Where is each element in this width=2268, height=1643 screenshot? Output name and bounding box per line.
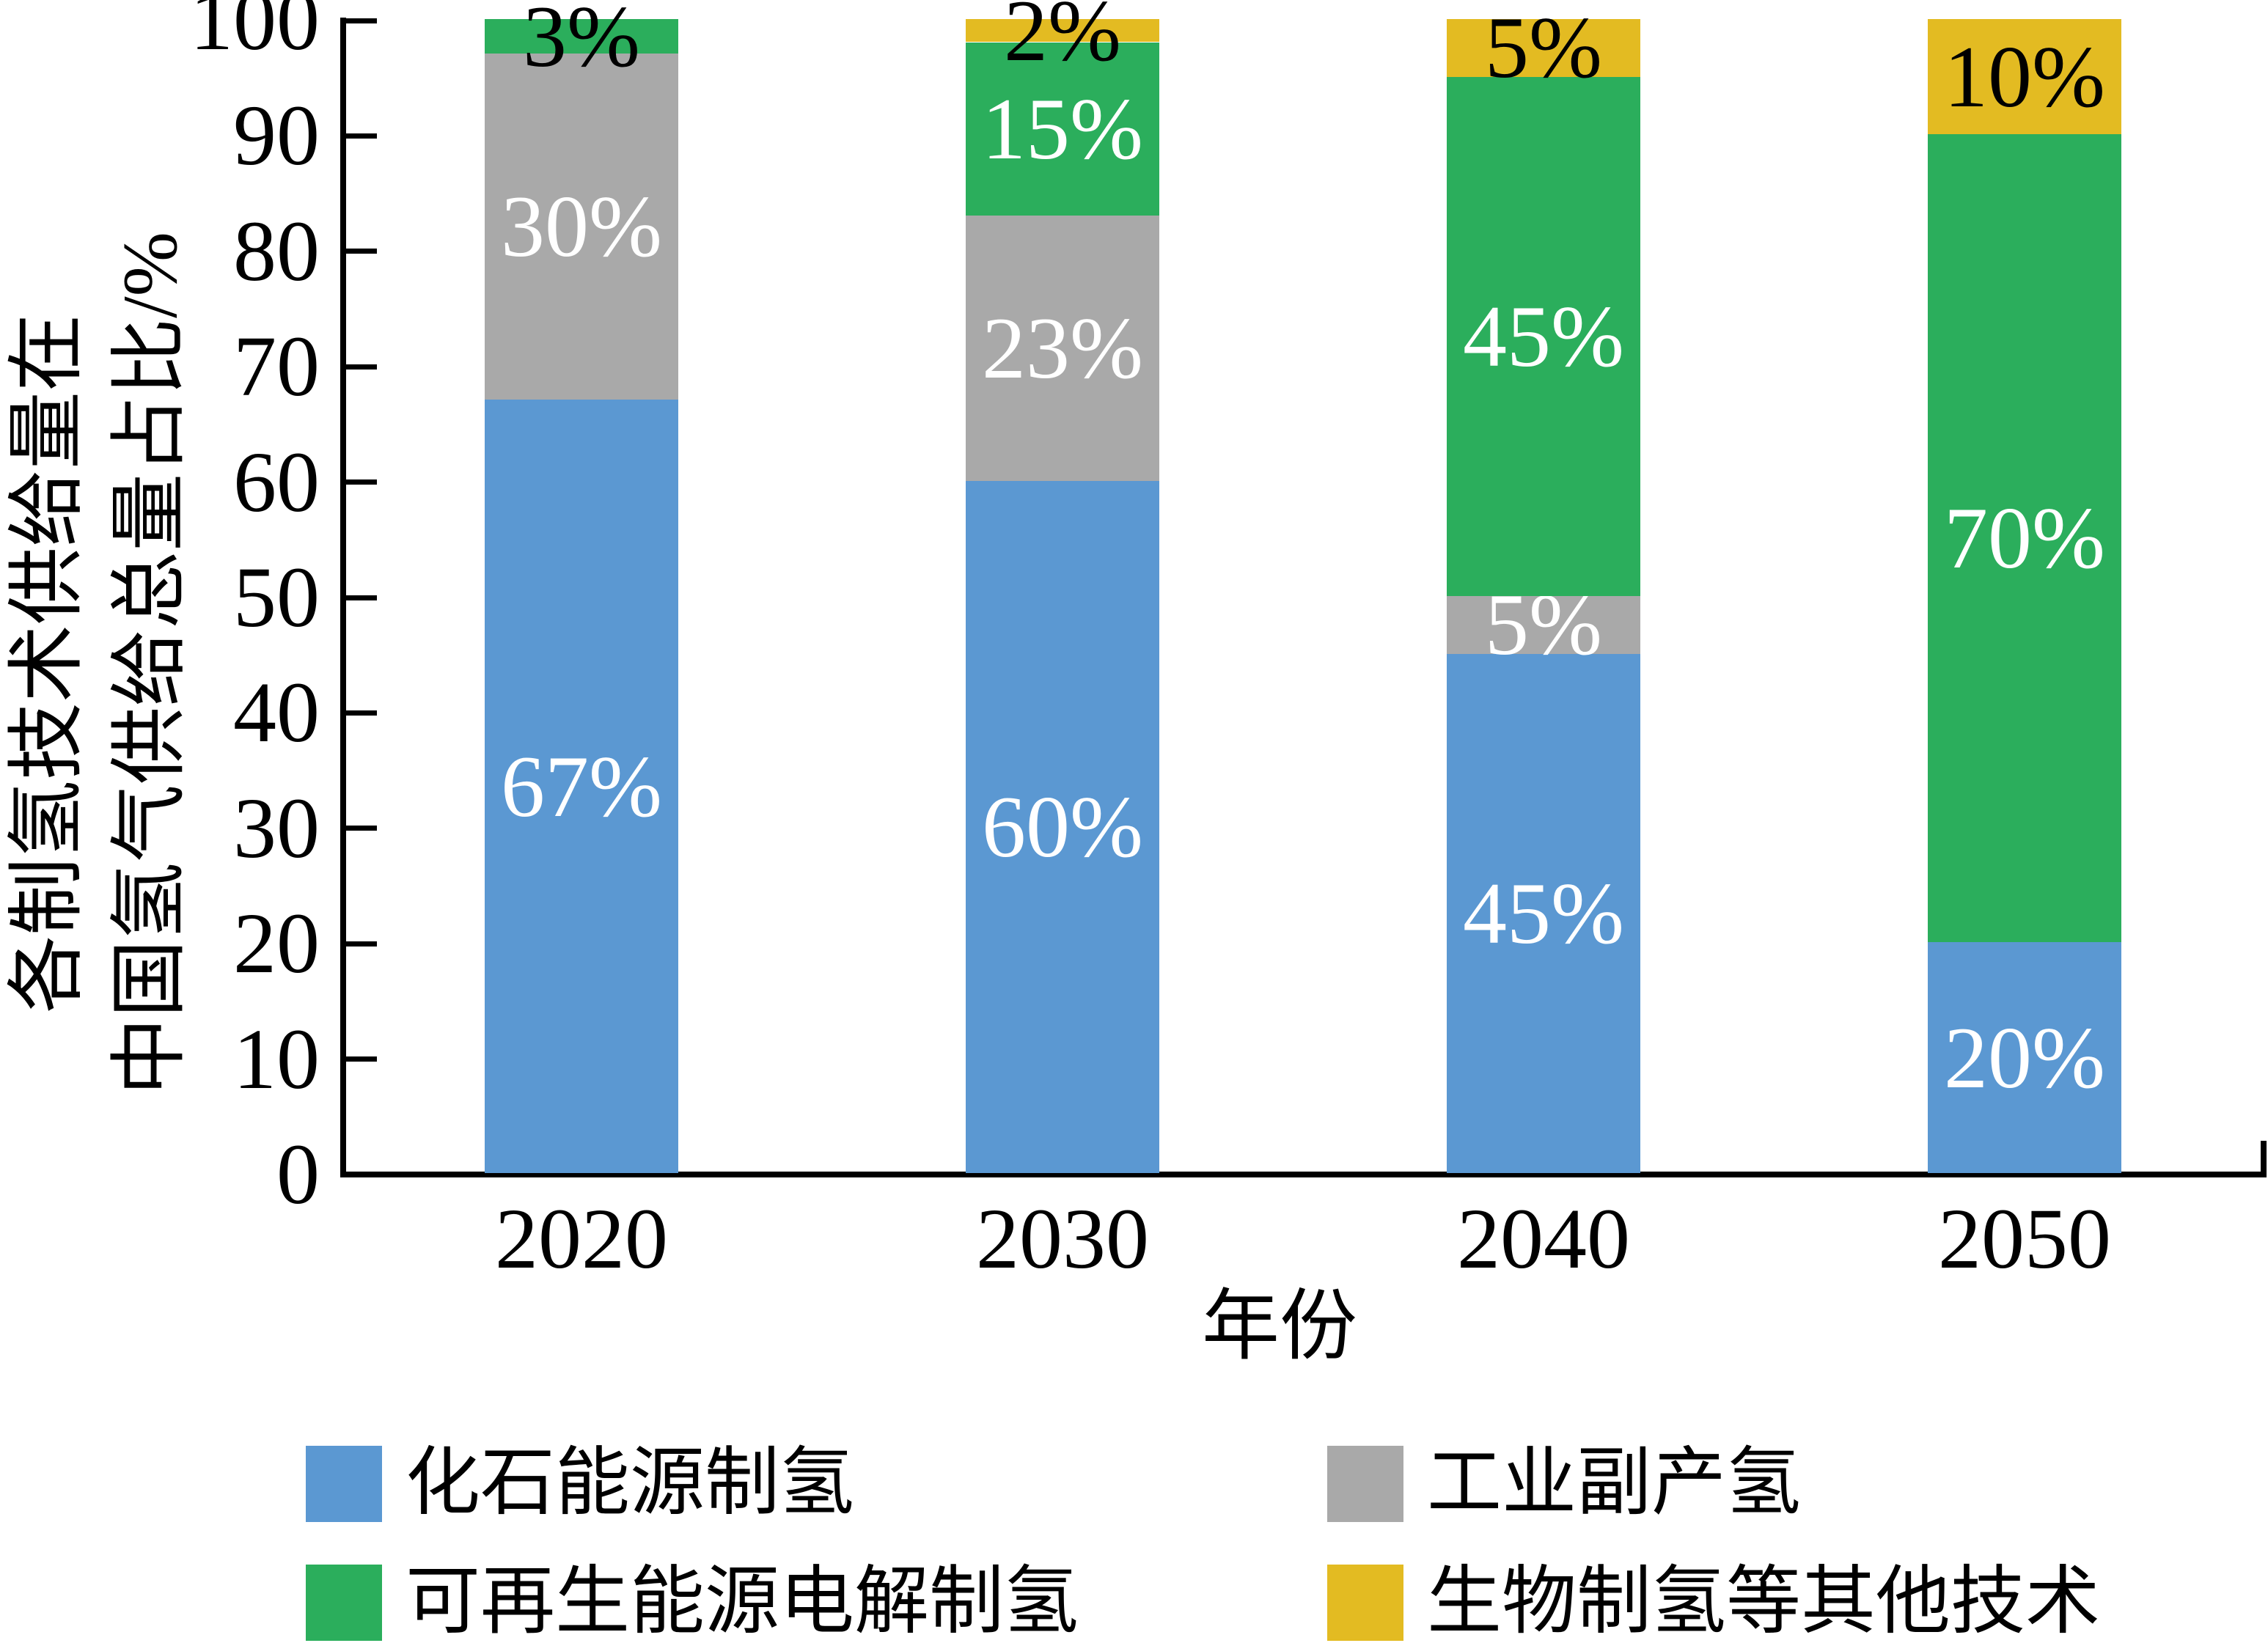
y-tick (346, 710, 377, 716)
bar-segment: 23% (966, 215, 1159, 481)
bar-segment-label: 3% (523, 0, 640, 85)
y-axis-title-line1: 各制氢技术供给量在 (4, 314, 90, 1013)
y-tick (346, 133, 377, 139)
bar-segment-label: 2% (1004, 0, 1121, 79)
bar-segment-label: 20% (1944, 1008, 2105, 1106)
bar-segment: 3% (485, 0, 678, 80)
bar-segment: 20% (1928, 942, 2121, 1173)
x-axis-end-tick (2261, 1141, 2267, 1177)
bar-segment-label: 10% (1944, 27, 2105, 125)
x-tick-label: 2030 (976, 1191, 1149, 1287)
y-tick (346, 249, 377, 254)
x-tick-label: 2050 (1938, 1191, 2111, 1287)
y-tick (346, 826, 377, 831)
x-tick-label: 2040 (1457, 1191, 1630, 1287)
bar-segment-label: 15% (982, 79, 1143, 177)
legend-item: 化石能源制氢 (306, 1446, 854, 1522)
legend-item: 可再生能源电解制氢 (306, 1565, 1079, 1641)
y-axis-title-line2: 中国氢气供给总量占比/% (107, 232, 193, 1095)
legend-label: 可再生能源电解制氢 (405, 1561, 1079, 1643)
legend-label: 生物制氢等其他技术 (1427, 1561, 2100, 1643)
bar-segment: 70% (1928, 134, 2121, 943)
y-tick (346, 479, 377, 485)
y-tick-label: 90 (233, 87, 320, 184)
y-tick (346, 364, 377, 370)
y-tick-label: 100 (190, 0, 320, 68)
bar-segment-label: 45% (1463, 864, 1624, 962)
legend-swatch (1327, 1565, 1403, 1641)
bar-segment-label: 70% (1944, 489, 2105, 587)
bar-segment-label: 30% (501, 177, 662, 276)
y-tick (346, 1056, 377, 1062)
legend-label: 工业副产氢 (1427, 1442, 1801, 1525)
x-axis-line (340, 1172, 2267, 1177)
bar-segment: 60% (966, 480, 1159, 1173)
bar-2050: 20% 70% 10% (1928, 19, 2121, 1173)
legend-item: 生物制氢等其他技术 (1327, 1565, 2100, 1641)
legend-swatch (306, 1565, 382, 1641)
y-tick (346, 941, 377, 947)
legend-label: 化石能源制氢 (405, 1442, 854, 1525)
bar-segment: 30% (485, 54, 678, 400)
y-axis-title: 各制氢技术供给量在 中国氢气供给总量占比/% (0, 232, 202, 1095)
y-tick-label: 60 (233, 433, 320, 530)
bar-segment: 10% (1928, 19, 2121, 135)
x-axis-title: 年份 (1202, 1284, 1357, 1370)
bar-2040: 45% 5% 45% 5% (1447, 4, 1640, 1173)
y-tick-label: 10 (233, 1010, 320, 1107)
bar-segment-label: 45% (1463, 287, 1624, 385)
bar-segment: 2% (966, 0, 1159, 74)
legend-swatch (306, 1446, 382, 1522)
y-tick-label: 80 (233, 202, 320, 299)
legend-swatch (1327, 1446, 1403, 1522)
bar-segment: 67% (485, 400, 678, 1173)
bar-segment: 5% (1447, 581, 1640, 669)
bar-segment: 15% (966, 42, 1159, 216)
y-tick-label: 30 (233, 779, 320, 876)
bar-segment-label: 67% (501, 737, 662, 835)
y-tick-label: 0 (276, 1126, 320, 1222)
bar-segment: 45% (1447, 653, 1640, 1173)
bar-segment-label: 60% (982, 777, 1143, 875)
bar-segment: 5% (1447, 4, 1640, 92)
legend-item: 工业副产氢 (1327, 1446, 1801, 1522)
y-tick-label: 70 (233, 318, 320, 415)
bar-2020: 67% 30% 3% (485, 0, 678, 1173)
y-tick-label: 40 (233, 664, 320, 761)
x-tick-label: 2020 (495, 1191, 668, 1287)
bar-segment-label: 23% (982, 298, 1143, 397)
y-tick (346, 18, 377, 23)
bar-2030: 60% 23% 15% 2% (966, 0, 1159, 1173)
bar-segment-label: 5% (1485, 0, 1602, 97)
y-tick-label: 50 (233, 549, 320, 645)
y-axis-spine (340, 18, 346, 1177)
bar-segment: 45% (1447, 76, 1640, 596)
y-tick (346, 595, 377, 600)
y-tick-label: 20 (233, 895, 320, 992)
